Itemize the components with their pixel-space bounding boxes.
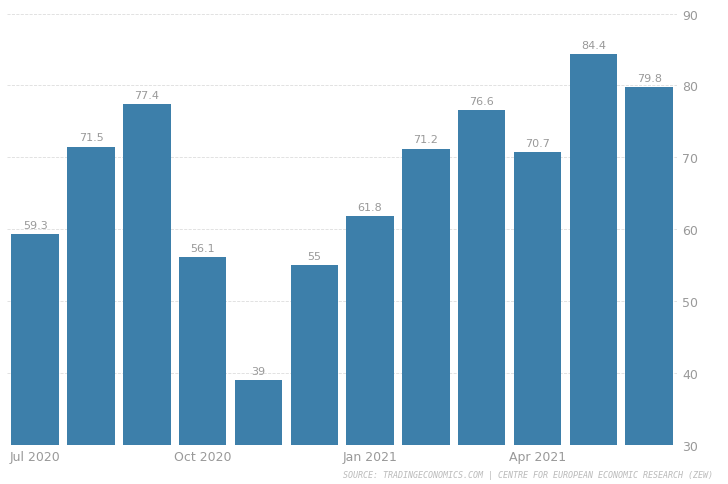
Bar — [347, 217, 394, 445]
Text: 84.4: 84.4 — [581, 41, 606, 50]
Bar — [123, 105, 170, 445]
Text: 70.7: 70.7 — [525, 139, 550, 149]
Bar — [625, 88, 673, 445]
Bar — [234, 381, 282, 445]
Text: 61.8: 61.8 — [357, 203, 382, 212]
Text: SOURCE: TRADINGECONOMICS.COM | CENTRE FOR EUROPEAN ECONOMIC RESEARCH (ZEW): SOURCE: TRADINGECONOMICS.COM | CENTRE FO… — [344, 470, 713, 479]
Bar — [67, 147, 115, 445]
Text: 39: 39 — [251, 366, 266, 377]
Bar — [12, 235, 59, 445]
Text: 56.1: 56.1 — [190, 243, 215, 254]
Text: 76.6: 76.6 — [470, 96, 494, 106]
Text: 79.8: 79.8 — [636, 74, 662, 83]
Bar — [514, 153, 561, 445]
Text: 77.4: 77.4 — [134, 91, 159, 101]
Text: 71.5: 71.5 — [79, 133, 103, 143]
Bar — [569, 55, 617, 445]
Text: 55: 55 — [307, 252, 321, 261]
Bar — [402, 150, 450, 445]
Text: 59.3: 59.3 — [23, 221, 47, 230]
Bar — [458, 111, 505, 445]
Bar — [290, 266, 338, 445]
Text: 71.2: 71.2 — [414, 135, 438, 145]
Bar — [179, 258, 226, 445]
